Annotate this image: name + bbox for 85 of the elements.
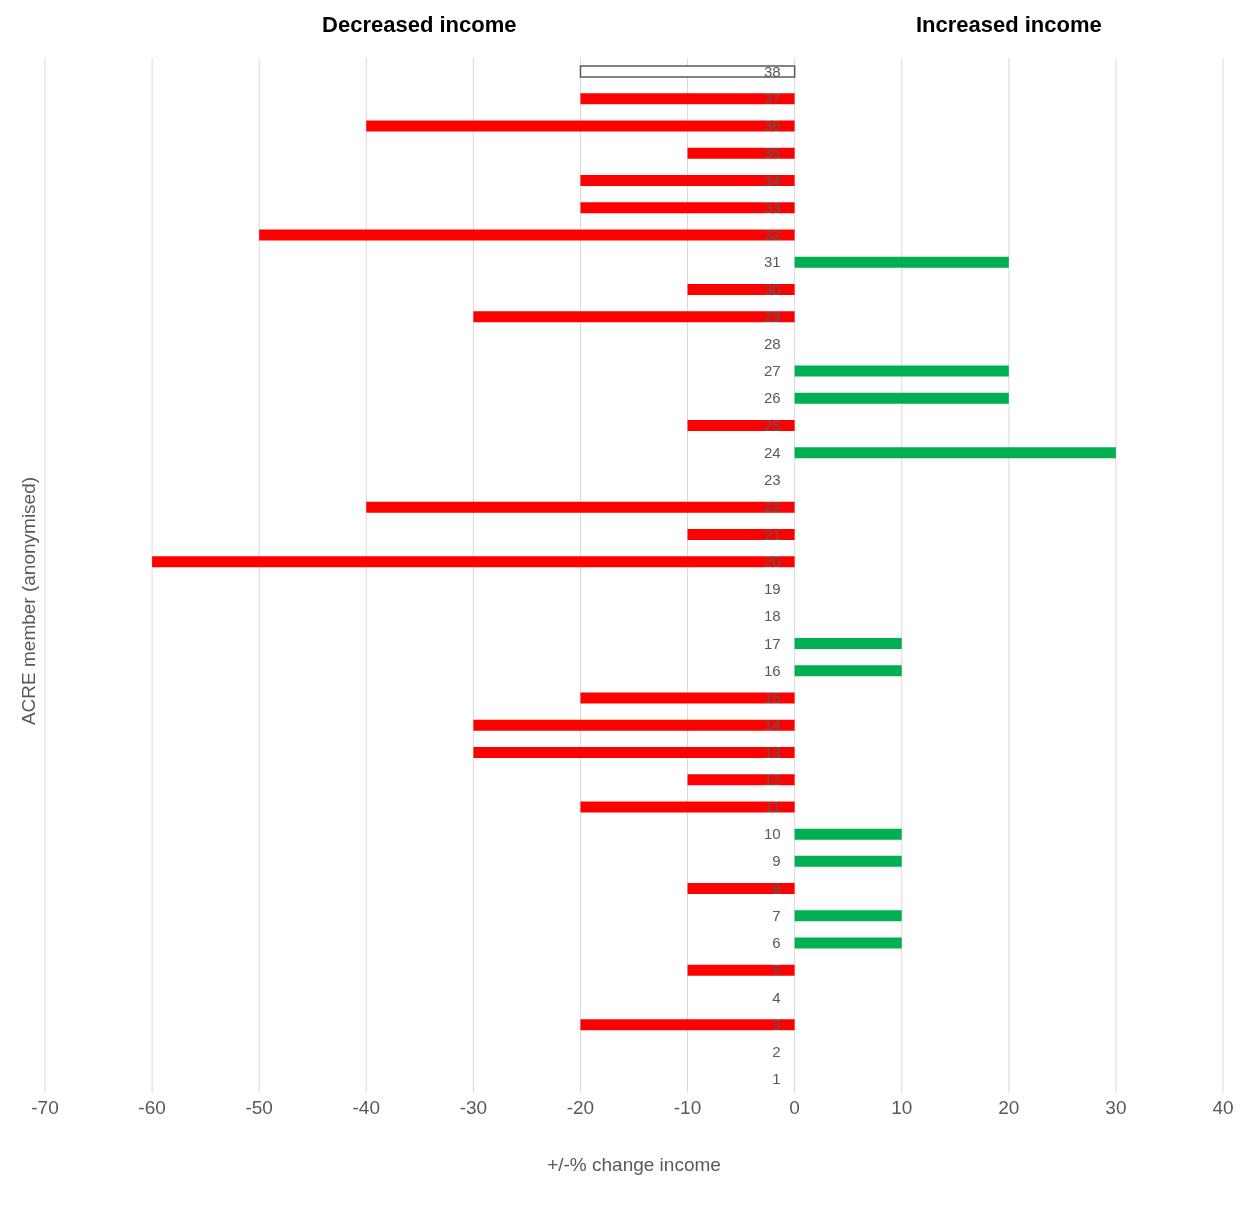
bar (687, 529, 795, 541)
y-tick-label: 16 (763, 661, 781, 679)
y-tick-label: 15 (763, 689, 781, 707)
y-tick-label: 24 (763, 443, 781, 461)
y-axis-title: ACRE member (anonymised) (18, 476, 40, 725)
y-tick-label: 26 (763, 389, 781, 407)
y-tick-label: 32 (763, 226, 781, 244)
y-tick-label: 30 (763, 280, 781, 298)
x-tick-label: 20 (998, 1097, 1020, 1119)
bar (580, 202, 795, 214)
y-tick-label: 4 (772, 988, 781, 1006)
x-tick-label: -40 (352, 1097, 381, 1119)
bar (794, 828, 902, 840)
bar (794, 447, 1116, 459)
y-tick-label: 38 (763, 62, 781, 80)
x-tick-label: -60 (138, 1097, 166, 1119)
y-tick-label: 5 (772, 961, 781, 979)
y-tick-label: 28 (763, 334, 781, 352)
y-tick-label: 35 (763, 144, 781, 162)
bar (687, 964, 795, 976)
x-tick-label: -10 (673, 1097, 702, 1119)
bar (794, 392, 1009, 404)
bar (579, 65, 796, 78)
y-tick-label: 21 (763, 525, 781, 543)
x-tick-label: -30 (459, 1097, 488, 1119)
y-tick-label: 13 (763, 743, 781, 761)
bar (794, 256, 1009, 268)
y-tick-label: 34 (763, 171, 781, 189)
x-tick-label: -20 (566, 1097, 595, 1119)
bar (687, 147, 795, 159)
bar (366, 120, 795, 132)
y-tick-label: 12 (763, 770, 781, 788)
x-tick-label: -50 (245, 1097, 273, 1119)
y-tick-label: 37 (763, 89, 781, 107)
x-tick-label: 40 (1212, 1097, 1234, 1119)
x-axis-title: +/-% change income (547, 1154, 721, 1175)
y-tick-label: 6 (772, 934, 781, 952)
bar (473, 311, 795, 323)
text: Decreased income (321, 12, 518, 38)
bar (794, 910, 902, 922)
bar (794, 637, 902, 649)
x-tick-label: 30 (1105, 1097, 1127, 1119)
y-tick-label: 36 (763, 117, 781, 135)
bar (794, 665, 902, 677)
y-tick-label: 22 (763, 498, 781, 516)
y-tick-label: 27 (763, 362, 781, 380)
bar (580, 93, 795, 105)
bar (687, 420, 795, 432)
bar (580, 801, 795, 813)
y-tick-label: 1 (772, 1070, 781, 1088)
bar (580, 174, 795, 186)
y-tick-label: 11 (765, 798, 781, 816)
y-tick-label: 29 (763, 307, 781, 325)
x-tick-label: 0 (789, 1097, 800, 1119)
bar (794, 855, 902, 867)
bar (794, 365, 1009, 377)
y-tick-label: 7 (772, 906, 781, 924)
y-tick-label: 25 (763, 416, 781, 434)
y-tick-label: 9 (772, 852, 781, 870)
bar (366, 501, 795, 513)
y-tick-label: 3 (772, 1015, 781, 1033)
bar (794, 937, 902, 949)
bar (687, 283, 795, 295)
y-tick-label: 19 (763, 580, 781, 598)
bar (259, 229, 795, 241)
bar (580, 1019, 795, 1031)
bar (687, 774, 795, 786)
bar (580, 692, 795, 704)
y-tick-label: 23 (763, 471, 781, 489)
bar (152, 556, 795, 568)
y-tick-label: 20 (763, 552, 781, 570)
text: Increased income (914, 12, 1103, 38)
y-tick-label: 14 (763, 716, 781, 734)
y-tick-label: 33 (763, 198, 781, 216)
x-tick-label: -70 (31, 1097, 59, 1119)
y-tick-label: 2 (772, 1043, 781, 1061)
x-tick-label: 10 (891, 1097, 913, 1119)
y-tick-label: 10 (763, 825, 781, 843)
y-tick-label: 17 (763, 634, 781, 652)
y-tick-label: 8 (772, 879, 781, 897)
bar (473, 719, 795, 731)
bar (687, 883, 795, 895)
y-tick-label: 18 (763, 607, 781, 625)
bar (473, 746, 795, 758)
y-tick-label: 31 (763, 253, 781, 271)
